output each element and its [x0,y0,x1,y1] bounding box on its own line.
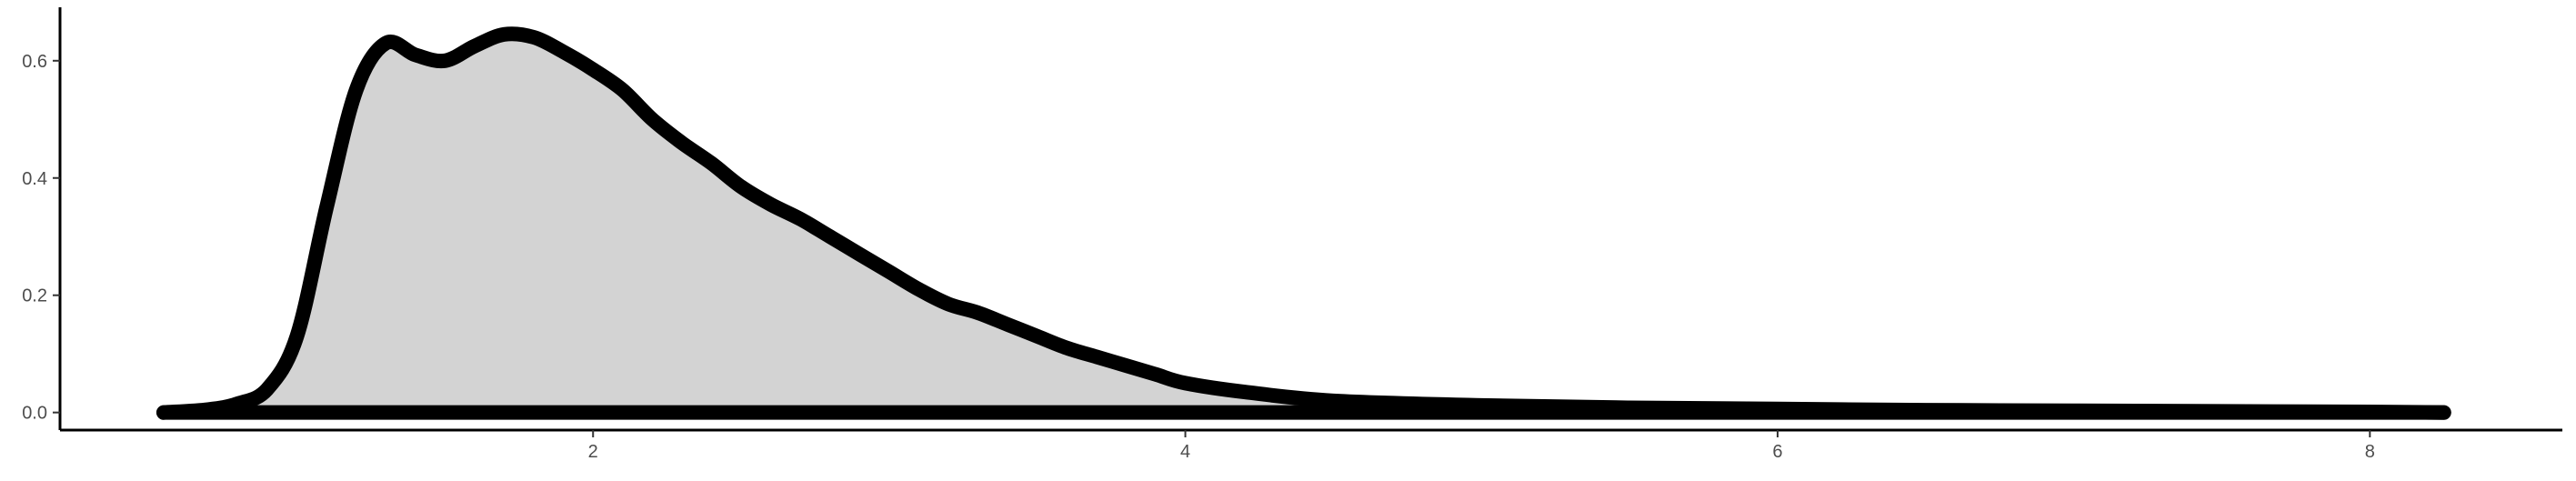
density-area-fill [164,34,2444,413]
y-tick-label: 0.4 [22,169,47,189]
y-tick-label: 0.2 [22,286,47,306]
x-tick-label: 8 [2365,442,2375,462]
y-tick-label: 0.6 [22,52,47,72]
y-tick-label: 0.0 [22,404,47,424]
x-tick-label: 6 [1772,442,1782,462]
x-tick-label: 2 [588,442,598,462]
plot-area [155,26,2451,420]
x-tick-label: 4 [1180,442,1190,462]
density-curve [156,26,2451,420]
axes: 2 4 6 8 0.0 0.2 0.4 0.6 [22,7,2562,462]
